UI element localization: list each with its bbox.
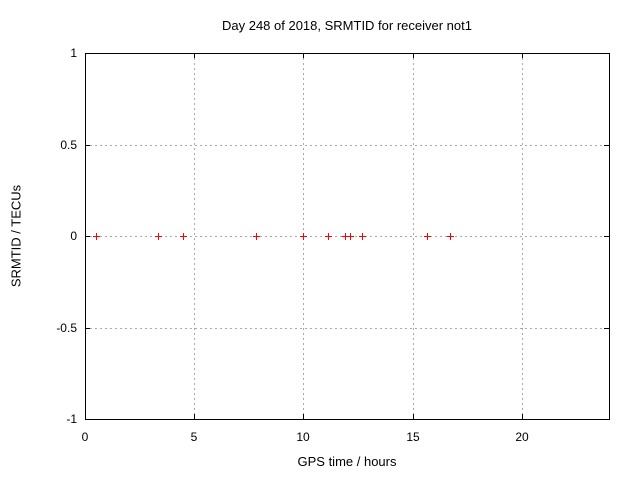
x-tick-label: 10 — [296, 430, 310, 444]
x-tick-label: 20 — [515, 430, 529, 444]
y-tick-label: 0.5 — [60, 138, 77, 152]
x-tick-label: 15 — [406, 430, 420, 444]
x-axis-label: GPS time / hours — [297, 454, 397, 469]
x-tick-label: 5 — [191, 430, 198, 444]
y-tick-label: 1 — [70, 46, 77, 60]
y-tick-label: -1 — [66, 412, 77, 426]
chart-title: Day 248 of 2018, SRMTID for receiver not… — [221, 18, 472, 33]
y-tick-label: -0.5 — [56, 321, 77, 335]
y-tick-label: 0 — [70, 229, 77, 243]
x-tick-label: 0 — [82, 430, 89, 444]
